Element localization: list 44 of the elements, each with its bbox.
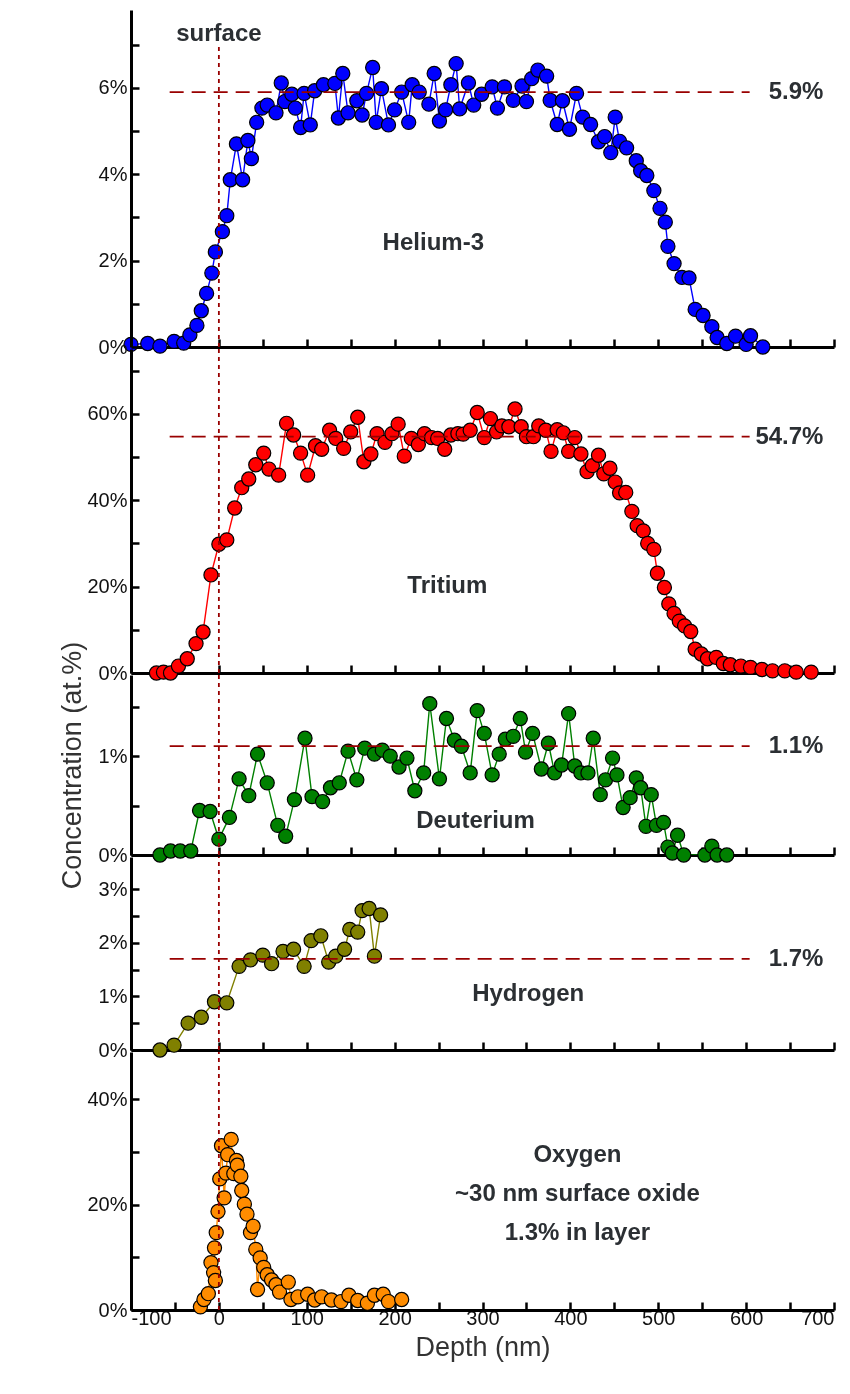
y-tick-label: 3% <box>98 877 128 900</box>
y-tick-label: 6% <box>98 76 128 99</box>
annotation: ~30 nm surface oxide <box>455 1178 700 1206</box>
y-tick-label: 0% <box>98 843 128 866</box>
point <box>361 900 377 917</box>
point <box>372 907 389 923</box>
annotation: 1.3% in layer <box>504 1217 651 1245</box>
y-tick-label: 0% <box>98 1298 128 1321</box>
point <box>166 1037 182 1053</box>
annotation: Deuterium <box>416 805 535 833</box>
y-tick-label: 0% <box>98 661 128 684</box>
ref-line-label: 1.7% <box>768 943 824 971</box>
annotation: Oxygen <box>533 1140 622 1168</box>
point <box>336 941 353 957</box>
x-axis-title: Depth (nm) <box>415 1331 551 1362</box>
y-tick-label: 40% <box>87 1087 128 1110</box>
annotation: Hydrogen <box>472 979 585 1007</box>
point <box>193 1009 209 1025</box>
point <box>231 958 247 975</box>
point <box>350 924 366 940</box>
point <box>296 958 312 975</box>
annotation: Tritium <box>407 570 488 598</box>
ref-line-label: surface <box>176 18 262 46</box>
y-tick-label: 2% <box>98 249 128 272</box>
y-tick-label: 1% <box>98 984 128 1007</box>
y-tick-label: 4% <box>98 162 128 185</box>
point <box>313 928 329 944</box>
y-tick-label: 20% <box>87 575 128 598</box>
y-tick-label: 20% <box>87 1193 128 1216</box>
y-tick-label: 1% <box>98 744 128 767</box>
y-tick-label: 40% <box>87 488 128 511</box>
y-tick-label: 2% <box>98 931 128 954</box>
point <box>219 995 235 1011</box>
y-tick-label: 0% <box>98 335 128 358</box>
y-tick-label: 0% <box>98 1038 128 1061</box>
ref-line-label: 1.1% <box>768 731 824 759</box>
point <box>285 941 302 957</box>
y-axis-title: Concentration (at.%) <box>56 641 87 890</box>
ref-line-label: 54.7% <box>755 421 824 449</box>
point <box>180 1015 196 1031</box>
point <box>152 1042 168 1058</box>
ref-line-label: 5.9% <box>768 77 824 105</box>
annotation: Helium-3 <box>382 227 484 255</box>
y-tick-label: 60% <box>87 402 128 425</box>
